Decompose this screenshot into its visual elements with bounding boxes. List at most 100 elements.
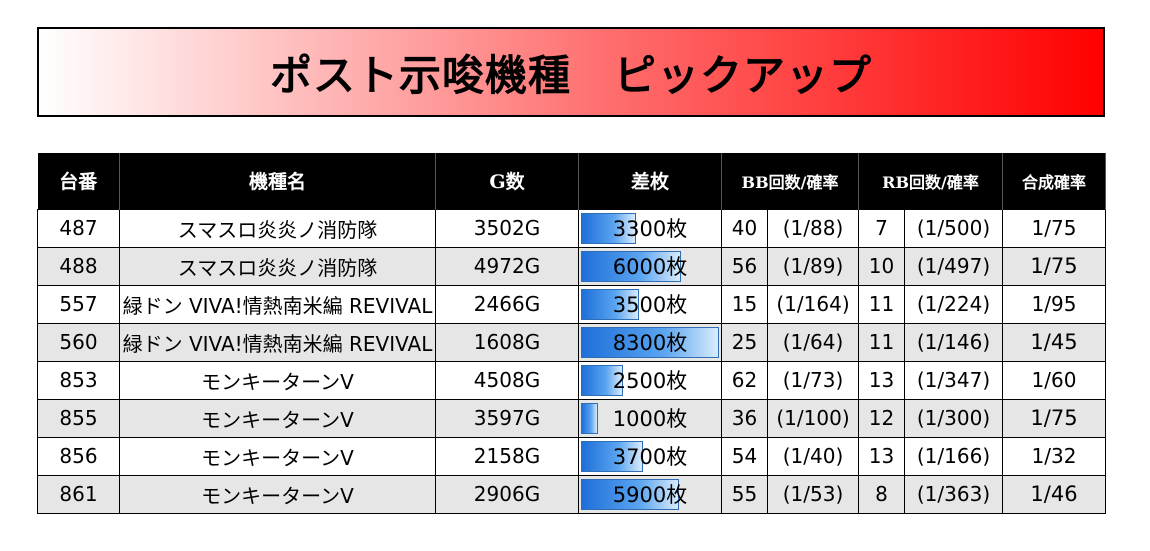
unit-number: 488 [37,246,120,286]
bb-probability: (1/73) [767,360,859,400]
diff-cell: 5900枚 [578,474,722,514]
unit-number: 557 [37,284,120,324]
bb-probability: (1/40) [767,436,859,476]
rb-count: 7 [858,208,905,248]
rb-probability: (1/500) [903,208,1004,248]
combined-probability: 1/45 [1002,322,1107,362]
rb-count: 11 [858,284,905,324]
header-row: 台番 機種名 G数 差枚 BB回数/確率 RB回数/確率 合成確率 [37,153,1107,209]
table-row: 855 モンキーターンV 3597G 1000枚 36 (1/100) 12 (1/300) 1… [37,398,1107,438]
title-banner: ポスト示唆機種 ピックアップ [37,27,1105,117]
bb-probability: (1/88) [767,208,859,248]
header-rb: RB回数/確率 [858,153,1004,209]
diff-value: 3500枚 [612,293,688,317]
machine-name: 緑ドン VIVA!情熱南米編 REVIVAL [119,322,436,362]
bb-count: 54 [721,436,768,476]
combined-probability: 1/75 [1002,208,1107,248]
diff-value: 1000枚 [612,407,688,431]
diff-cell: 6000枚 [578,246,722,286]
diff-cell: 3300枚 [578,208,722,248]
diff-value: 5900枚 [612,483,688,507]
game-count: 2906G [435,474,579,514]
game-count: 3597G [435,398,579,438]
rb-probability: (1/146) [903,322,1004,362]
machine-name: モンキーターンV [119,360,436,400]
unit-number: 853 [37,360,120,400]
combined-probability: 1/75 [1002,398,1107,438]
diff-value: 2500枚 [612,369,688,393]
diff-bar [581,326,719,358]
diff-bar [581,440,643,472]
table-row: 560 緑ドン VIVA!情熱南米編 REVIVAL 1608G 8300枚 25 (1/… [37,322,1107,362]
unit-number: 855 [37,398,120,438]
pickup-table: 台番 機種名 G数 差枚 BB回数/確率 RB回数/確率 合成確率 487 スマス… [37,153,1107,514]
bb-count: 36 [721,398,768,438]
diff-bar [581,402,598,434]
rb-count: 11 [858,322,905,362]
diff-cell: 2500枚 [578,360,722,400]
bb-probability: (1/89) [767,246,859,286]
diff-cell: 3500枚 [578,284,722,324]
unit-number: 487 [37,208,120,248]
game-count: 3502G [435,208,579,248]
diff-value: 6000枚 [612,255,688,279]
combined-probability: 1/95 [1002,284,1107,324]
diff-bar [581,478,679,510]
table-row: 487 スマスロ炎炎ノ消防隊 3502G 3300枚 40 (1/88) 7 (1/500) 1… [37,208,1107,248]
machine-name: スマスロ炎炎ノ消防隊 [119,208,436,248]
combined-probability: 1/60 [1002,360,1107,400]
table-row: 853 モンキーターンV 4508G 2500枚 62 (1/73) 13 (1/347) 1/… [37,360,1107,400]
machine-name: 緑ドン VIVA!情熱南米編 REVIVAL [119,284,436,324]
rb-probability: (1/166) [903,436,1004,476]
machine-name: スマスロ炎炎ノ消防隊 [119,246,436,286]
bb-probability: (1/100) [767,398,859,438]
header-diff: 差枚 [578,153,722,209]
bb-count: 25 [721,322,768,362]
bb-count: 56 [721,246,768,286]
rb-probability: (1/363) [903,474,1004,514]
table-row: 488 スマスロ炎炎ノ消防隊 4972G 6000枚 56 (1/89) 10 (1/497)… [37,246,1107,286]
machine-name: モンキーターンV [119,398,436,438]
game-count: 1608G [435,322,579,362]
unit-number: 856 [37,436,120,476]
bb-count: 55 [721,474,768,514]
diff-bar [581,212,636,244]
header-games: G数 [435,153,579,209]
rb-probability: (1/224) [903,284,1004,324]
combined-probability: 1/46 [1002,474,1107,514]
rb-count: 10 [858,246,905,286]
diff-cell: 3700枚 [578,436,722,476]
combined-probability: 1/75 [1002,246,1107,286]
bb-count: 40 [721,208,768,248]
diff-value: 3300枚 [612,217,688,241]
bb-probability: (1/53) [767,474,859,514]
rb-probability: (1/347) [903,360,1004,400]
rb-count: 13 [858,360,905,400]
header-unit: 台番 [37,153,120,209]
diff-cell: 8300枚 [578,322,722,362]
machine-name: モンキーターンV [119,436,436,476]
rb-probability: (1/497) [903,246,1004,286]
bb-count: 62 [721,360,768,400]
diff-bar [581,250,681,282]
diff-bar [581,288,639,320]
diff-bar [581,364,623,396]
rb-count: 8 [858,474,905,514]
diff-value: 8300枚 [612,331,688,355]
bb-count: 15 [721,284,768,324]
bb-probability: (1/164) [767,284,859,324]
game-count: 2466G [435,284,579,324]
rb-count: 13 [858,436,905,476]
game-count: 2158G [435,436,579,476]
rb-probability: (1/300) [903,398,1004,438]
unit-number: 861 [37,474,120,514]
header-combined: 合成確率 [1002,153,1107,209]
diff-value: 3700枚 [612,445,688,469]
table-row: 856 モンキーターンV 2158G 3700枚 54 (1/40) 13 (1/166) 1/… [37,436,1107,476]
combined-probability: 1/32 [1002,436,1107,476]
rb-count: 12 [858,398,905,438]
table-row: 861 モンキーターンV 2906G 5900枚 55 (1/53) 8 (1/363) 1/4… [37,474,1107,514]
table-row: 557 緑ドン VIVA!情熱南米編 REVIVAL 2466G 3500枚 15 (1/… [37,284,1107,324]
diff-cell: 1000枚 [578,398,722,438]
header-machine: 機種名 [119,153,436,209]
